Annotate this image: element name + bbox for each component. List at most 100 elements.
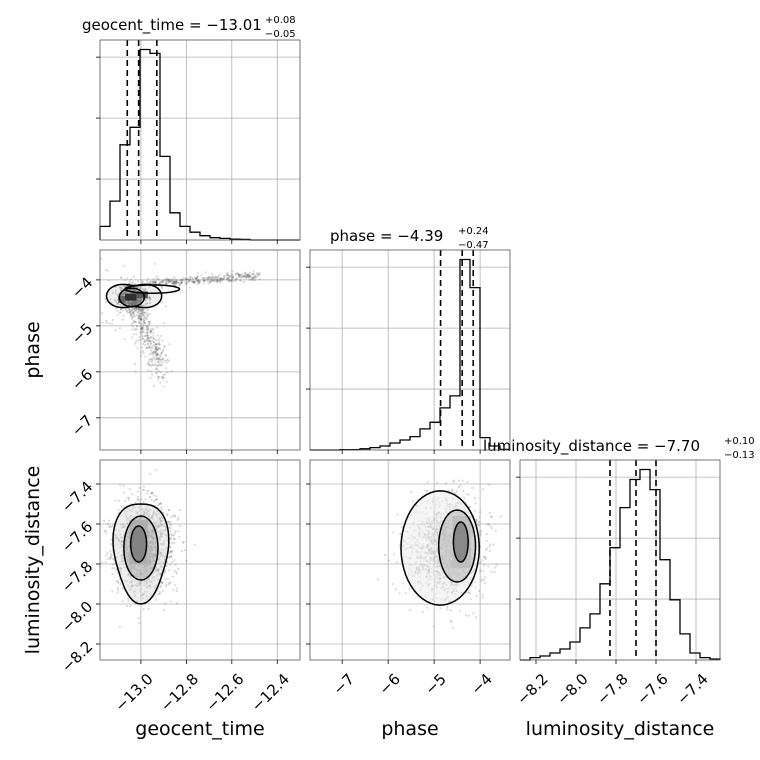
- sample-point: [123, 491, 126, 494]
- sample-point: [159, 281, 162, 284]
- sample-point: [171, 514, 175, 518]
- sample-point: [119, 303, 122, 306]
- sample-point: [166, 371, 169, 374]
- sample-point: [168, 551, 172, 554]
- sample-point: [398, 592, 401, 595]
- sample-point: [214, 275, 217, 278]
- sample-point: [117, 499, 121, 502]
- title-geocent-time-minus: −0.05: [265, 29, 296, 40]
- sample-point: [162, 322, 165, 325]
- sample-point: [149, 343, 153, 346]
- sample-point: [219, 279, 222, 282]
- sample-point: [452, 480, 455, 483]
- sample-point: [124, 290, 127, 293]
- sample-point: [150, 370, 153, 373]
- sample-point: [146, 327, 149, 330]
- sample-point: [127, 300, 130, 303]
- sample-point: [136, 495, 140, 498]
- sample-point: [164, 602, 167, 605]
- sample-point: [235, 273, 238, 276]
- sample-point: [412, 500, 415, 503]
- sample-point: [119, 582, 122, 585]
- sample-point: [383, 553, 387, 557]
- sample-point: [173, 514, 176, 517]
- sample-point: [148, 296, 151, 299]
- sample-point: [211, 276, 214, 279]
- sample-point: [171, 534, 174, 537]
- sample-point: [248, 275, 251, 278]
- sample-point: [134, 300, 137, 304]
- sample-point: [172, 283, 175, 286]
- sample-point: [408, 608, 412, 611]
- sample-point: [150, 357, 153, 360]
- sample-point: [129, 302, 132, 305]
- sample-point: [142, 326, 145, 329]
- sample-point: [134, 362, 137, 366]
- sample-point: [479, 570, 482, 573]
- sample-point: [170, 555, 173, 558]
- sample-point: [232, 276, 235, 279]
- sample-point: [154, 281, 158, 284]
- sample-point: [156, 342, 160, 345]
- sample-point: [246, 273, 249, 276]
- sample-point: [156, 368, 159, 371]
- sample-point: [227, 280, 230, 283]
- sample-point: [152, 340, 155, 343]
- sample-point: [499, 515, 502, 518]
- sample-point: [212, 276, 215, 279]
- sample-point: [138, 298, 141, 301]
- sample-point: [70, 239, 72, 241]
- sample-point: [139, 351, 143, 354]
- sample-point: [182, 541, 185, 544]
- sample-point: [118, 625, 121, 629]
- sample-point: [249, 275, 252, 278]
- sample-point: [234, 272, 237, 275]
- sample-point: [141, 334, 144, 337]
- sample-point: [142, 352, 145, 355]
- sample-point: [485, 533, 488, 536]
- sample-point: [119, 308, 122, 311]
- sample-point: [203, 279, 206, 282]
- sample-point: [130, 309, 133, 312]
- sample-point: [161, 582, 164, 585]
- sample-point: [215, 277, 218, 281]
- sample-point: [156, 354, 159, 357]
- sample-point: [254, 275, 257, 279]
- sample-point: [206, 280, 209, 283]
- sample-point: [157, 356, 160, 360]
- xlabel-luminosity-distance: luminosity_distance: [526, 718, 715, 740]
- sample-point: [146, 334, 149, 337]
- sample-point: [485, 548, 488, 551]
- sample-point: [231, 276, 234, 279]
- sample-point: [128, 301, 131, 304]
- sample-point: [155, 371, 158, 374]
- sample-point: [142, 608, 145, 611]
- sample-point: [124, 499, 127, 502]
- sample-point: [139, 324, 142, 327]
- y-tick-label-phase: −5: [68, 319, 96, 347]
- sample-point: [140, 308, 143, 311]
- sample-point: [250, 277, 253, 280]
- sample-point: [128, 487, 131, 490]
- sample-point: [163, 344, 166, 347]
- sample-point: [184, 277, 187, 280]
- sample-point: [174, 278, 177, 281]
- sample-point: [89, 317, 91, 319]
- sample-point: [207, 277, 211, 280]
- sample-point: [217, 280, 220, 283]
- sample-point: [136, 286, 139, 289]
- sample-point: [240, 276, 243, 279]
- sample-point: [139, 298, 142, 301]
- sample-point: [191, 280, 194, 284]
- sample-point: [139, 338, 142, 341]
- sample-point: [135, 307, 138, 310]
- sample-point: [171, 280, 174, 283]
- sample-point: [111, 524, 114, 527]
- sample-point: [156, 364, 159, 367]
- sample-point: [155, 355, 158, 358]
- sample-point: [223, 277, 226, 280]
- density-cell: [125, 293, 137, 301]
- sample-point: [159, 358, 162, 361]
- sample-point: [152, 363, 155, 366]
- sample-point: [136, 339, 139, 342]
